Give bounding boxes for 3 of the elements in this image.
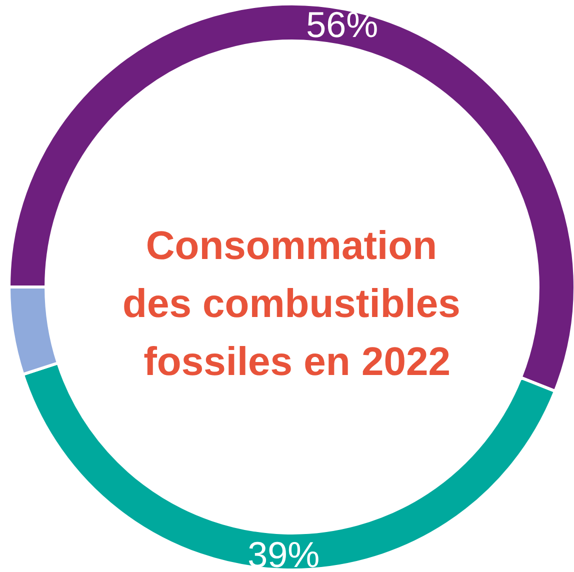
text: Consommation des combustibles fossiles en 2022 bbox=[122, 224, 472, 384]
data-label: 39% bbox=[248, 534, 320, 572]
data-label: 56% bbox=[306, 4, 378, 45]
